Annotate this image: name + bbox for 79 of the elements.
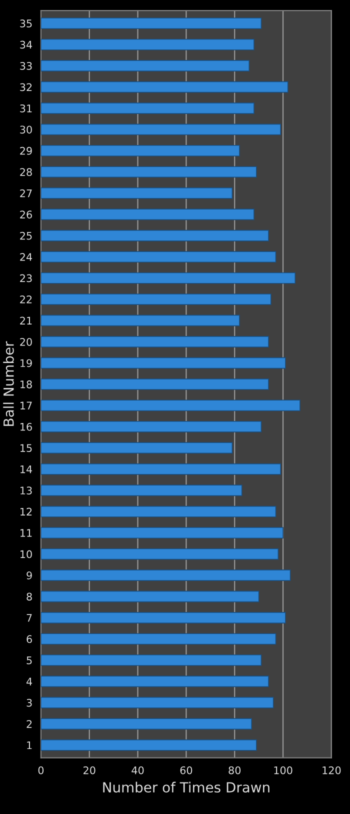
y-tick-label: 31 (20, 104, 32, 112)
bar (40, 38, 254, 50)
bar (40, 633, 276, 645)
y-tick-label: 14 (20, 465, 32, 474)
bar (40, 612, 286, 624)
y-tick-label: 27 (20, 189, 32, 198)
bar (40, 506, 276, 518)
bar (40, 442, 233, 454)
y-tick-label: 22 (20, 296, 32, 304)
bar (40, 590, 260, 602)
bar (40, 718, 252, 730)
bar (40, 527, 284, 539)
y-tick-label: 26 (20, 210, 32, 218)
y-tick-label: 5 (26, 656, 32, 664)
bar (40, 696, 274, 708)
y-tick-label: 29 (20, 146, 32, 155)
bar (40, 654, 262, 666)
bar (40, 357, 286, 369)
bar (40, 739, 257, 751)
y-tick-label: 33 (20, 62, 32, 70)
y-tick-label: 20 (20, 338, 32, 346)
x-tick-label: 60 (180, 766, 192, 774)
x-tick-label: 100 (274, 766, 292, 774)
bar (40, 463, 282, 475)
bar (40, 102, 254, 114)
bar (40, 484, 242, 496)
y-tick-label: 7 (26, 614, 32, 622)
y-tick-label: 34 (20, 40, 32, 49)
y-tick-label: 13 (20, 486, 32, 494)
y-tick-label: 18 (20, 380, 32, 388)
bar (40, 400, 300, 412)
x-tick-label: 120 (322, 766, 341, 774)
y-tick-label: 35 (20, 20, 32, 28)
bar (40, 378, 269, 390)
bar (40, 676, 269, 688)
x-tick-label: 20 (84, 766, 96, 774)
y-tick-label: 28 (20, 168, 32, 176)
bar (40, 314, 240, 326)
bar (40, 166, 257, 178)
y-tick-label: 11 (20, 529, 32, 537)
bar (40, 60, 250, 72)
bar (40, 336, 269, 348)
x-tick-label: 0 (38, 766, 44, 774)
bar (40, 81, 288, 93)
y-tick-label: 19 (20, 359, 32, 368)
y-tick-label: 10 (20, 550, 32, 558)
y-tick-label: 16 (20, 422, 32, 431)
y-tick-label: 25 (20, 232, 32, 240)
bar (40, 230, 269, 242)
y-tick-label: 2 (26, 720, 32, 728)
bar (40, 187, 233, 199)
y-tick-label: 4 (26, 678, 32, 686)
bar (40, 294, 272, 306)
bar (40, 124, 282, 136)
y-tick-label: 23 (20, 274, 32, 282)
bar (40, 548, 279, 560)
bar (40, 420, 262, 432)
y-tick-label: 21 (20, 316, 32, 324)
y-tick-label: 12 (20, 508, 32, 516)
y-tick-label: 15 (20, 444, 32, 452)
y-tick-label: 30 (20, 126, 32, 134)
y-tick-label: 17 (20, 402, 32, 410)
bar (40, 251, 276, 263)
y-tick-label: 24 (20, 253, 32, 261)
x-tick-label: 80 (228, 766, 241, 774)
bar (40, 18, 262, 30)
bar (40, 570, 291, 581)
x-tick-label: 40 (132, 766, 144, 774)
y-tick-label: 6 (26, 635, 32, 644)
bar (40, 208, 254, 220)
y-axis-title: Ball Number (3, 341, 14, 426)
x-axis-title: Number of Times Drawn (103, 782, 270, 793)
y-tick-label: 32 (20, 83, 32, 92)
y-tick-label: 8 (26, 592, 32, 601)
y-tick-label: 3 (26, 698, 32, 707)
y-tick-label: 1 (27, 741, 32, 750)
bar (40, 272, 296, 284)
bar (40, 144, 240, 156)
y-tick-label: 9 (26, 571, 32, 580)
